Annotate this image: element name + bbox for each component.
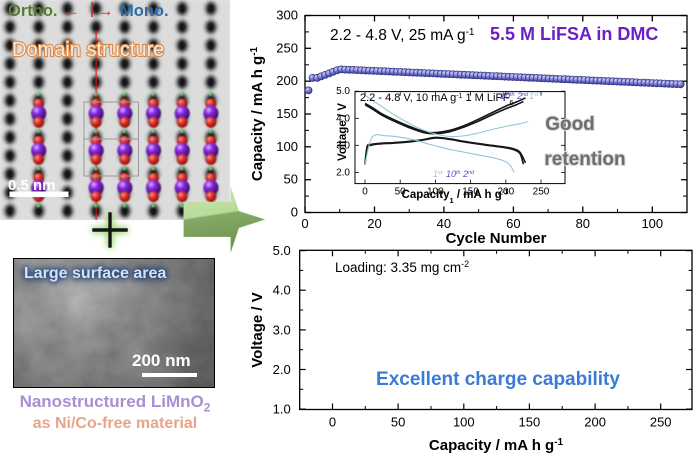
svg-text:Voltage / V: Voltage / V [249,292,266,368]
svg-text:100: 100 [453,415,475,430]
svg-text:1.0: 1.0 [273,402,291,417]
svg-text:200: 200 [584,415,606,430]
svg-text:3.0: 3.0 [273,322,291,337]
svg-text:150: 150 [519,415,541,430]
svg-text:2.0: 2.0 [273,362,291,377]
svg-text:250: 250 [650,415,672,430]
svg-text:Loading: 3.35 mg cm-2: Loading: 3.35 mg cm-2 [335,259,469,275]
svg-text:5.0: 5.0 [273,243,291,258]
svg-text:0: 0 [329,415,336,430]
svg-text:4.0: 4.0 [273,283,291,298]
svg-text:Excellent charge capability: Excellent charge capability [376,369,620,390]
svg-text:50: 50 [391,415,405,430]
svg-text:Capacity / mA h g-1: Capacity / mA h g-1 [429,437,564,455]
